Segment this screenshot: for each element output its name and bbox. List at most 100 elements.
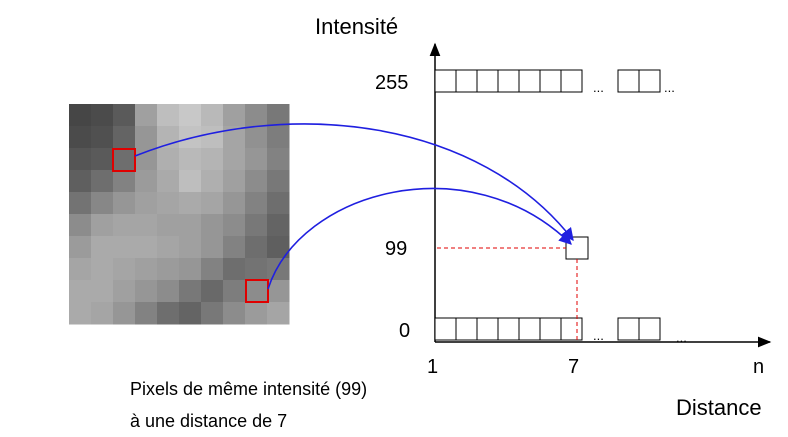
y-tick-0: 0 — [399, 320, 410, 342]
image-pixel — [201, 148, 224, 171]
image-pixel — [157, 104, 180, 127]
image-pixel — [135, 192, 158, 215]
image-pixel — [91, 214, 114, 237]
arrow-from-pixel-1 — [134, 123, 574, 242]
image-pixel — [135, 258, 158, 281]
arrow-from-pixel-2 — [267, 187, 572, 290]
image-pixel — [157, 280, 180, 303]
image-pixel — [201, 192, 224, 215]
x-tick-1: 1 — [427, 356, 438, 378]
image-pixel — [267, 280, 290, 303]
x-tick-7: 7 — [568, 356, 579, 378]
image-pixel — [267, 126, 290, 149]
image-pixel — [201, 236, 224, 259]
image-pixel — [69, 214, 92, 237]
image-pixel — [201, 302, 224, 325]
image-pixel — [69, 104, 92, 127]
cell-row-0 — [434, 317, 661, 341]
image-pixel — [245, 126, 268, 149]
image-pixel — [223, 104, 246, 127]
image-pixel — [223, 126, 246, 149]
image-pixel — [201, 126, 224, 149]
image-pixel — [267, 302, 290, 325]
image-pixel — [157, 236, 180, 259]
image-pixel — [91, 258, 114, 281]
image-pixel — [267, 214, 290, 237]
image-pixel — [245, 280, 268, 303]
pixel-grid-image — [69, 104, 290, 325]
image-pixel — [113, 192, 136, 215]
image-pixel — [69, 126, 92, 149]
image-pixel — [69, 236, 92, 259]
image-pixel — [267, 258, 290, 281]
image-pixel — [245, 104, 268, 127]
image-pixel — [157, 214, 180, 237]
image-pixel — [223, 214, 246, 237]
ellipsis-255-end: ... — [664, 80, 675, 95]
image-pixel — [113, 170, 136, 193]
image-pixel — [201, 170, 224, 193]
image-pixel — [179, 236, 202, 259]
target-cell-99-7 — [565, 236, 589, 260]
highlight-pixel-1 — [112, 148, 136, 172]
image-pixel — [179, 148, 202, 171]
image-pixel — [69, 280, 92, 303]
image-pixel — [179, 214, 202, 237]
image-pixel — [135, 280, 158, 303]
ellipsis-0-end: ... — [676, 330, 687, 345]
image-pixel — [91, 126, 114, 149]
image-pixel — [245, 192, 268, 215]
caption-line-1: Pixels de même intensité (99) — [130, 379, 368, 399]
y-tick-99: 99 — [385, 238, 407, 260]
image-pixel — [91, 170, 114, 193]
image-pixel — [113, 148, 136, 171]
image-pixel — [179, 104, 202, 127]
image-pixel — [91, 302, 114, 325]
image-pixel — [69, 148, 92, 171]
image-pixel — [113, 214, 136, 237]
highlight-pixel-2 — [245, 279, 269, 303]
image-pixel — [91, 148, 114, 171]
image-pixel — [113, 236, 136, 259]
image-pixel — [91, 192, 114, 215]
image-pixel — [245, 302, 268, 325]
image-pixel — [267, 104, 290, 127]
image-pixel — [69, 258, 92, 281]
image-pixel — [267, 192, 290, 215]
image-pixel — [223, 236, 246, 259]
image-pixel — [267, 148, 290, 171]
image-pixel — [91, 280, 114, 303]
image-pixel — [113, 302, 136, 325]
x-tick-n: n — [753, 356, 764, 378]
ellipsis-255-mid: ... — [593, 80, 604, 95]
image-pixel — [135, 126, 158, 149]
image-pixel — [179, 170, 202, 193]
image-pixel — [267, 236, 290, 259]
image-pixel — [157, 192, 180, 215]
cell-row-255 — [434, 69, 661, 93]
image-pixel — [179, 258, 202, 281]
image-pixel — [245, 214, 268, 237]
image-pixel — [223, 170, 246, 193]
image-pixel — [113, 104, 136, 127]
image-pixel — [91, 104, 114, 127]
image-pixel — [223, 258, 246, 281]
image-pixel — [157, 148, 180, 171]
image-pixel — [135, 302, 158, 325]
caption: Pixels de même intensité (99) à une dist… — [130, 377, 367, 433]
ellipsis-0-mid: ... — [593, 328, 604, 343]
image-pixel — [135, 170, 158, 193]
image-pixel — [135, 214, 158, 237]
image-pixel — [91, 236, 114, 259]
image-pixel — [201, 214, 224, 237]
y-tick-255: 255 — [375, 72, 408, 94]
y-axis-title: Intensité — [315, 14, 398, 39]
image-pixel — [179, 280, 202, 303]
image-pixel — [245, 236, 268, 259]
image-pixel — [157, 258, 180, 281]
image-pixel — [179, 126, 202, 149]
image-pixel — [113, 280, 136, 303]
image-pixel — [223, 302, 246, 325]
image-pixel — [245, 170, 268, 193]
